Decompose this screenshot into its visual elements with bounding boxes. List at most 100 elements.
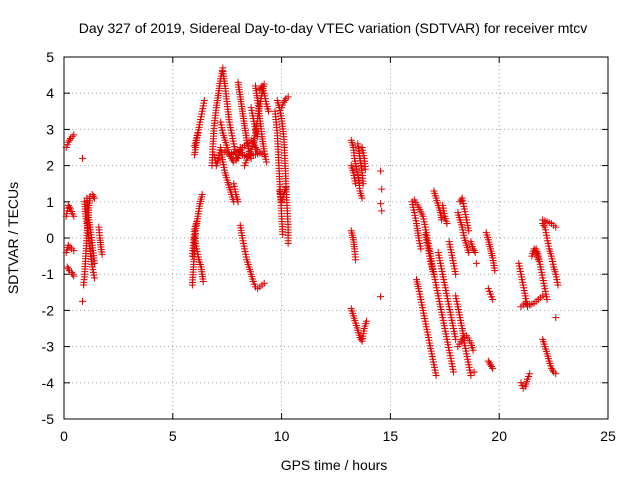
data-point <box>64 241 72 249</box>
data-point <box>64 138 72 146</box>
data-point <box>432 372 440 380</box>
data-point <box>552 223 560 231</box>
data-point <box>251 144 259 151</box>
data-point <box>472 259 480 267</box>
data-point <box>89 192 97 200</box>
x-tick-label: 0 <box>60 428 68 444</box>
data-point <box>359 180 367 188</box>
data-point <box>358 194 366 202</box>
data-point <box>90 259 98 267</box>
data-point <box>88 191 96 199</box>
data-point <box>68 133 76 141</box>
data-point <box>284 93 292 101</box>
data-point <box>78 297 86 305</box>
data-point <box>70 212 78 220</box>
data-point <box>78 154 86 162</box>
data-point <box>253 145 261 153</box>
data-point <box>69 270 77 278</box>
data-point <box>361 165 369 173</box>
data-point <box>279 230 287 238</box>
data-point <box>67 134 75 142</box>
data-point <box>193 218 201 226</box>
data-point <box>377 167 385 175</box>
data-point <box>491 267 499 275</box>
data-point <box>284 239 292 247</box>
x-tick-label: 15 <box>383 428 399 444</box>
chart-title: Day 327 of 2019, Sidereal Day-to-day VTE… <box>79 20 588 36</box>
data-point <box>64 201 72 209</box>
y-axis-label: SDTVAR / TECUs <box>5 182 21 294</box>
data-point <box>90 194 98 202</box>
data-point <box>377 293 385 301</box>
data-point <box>65 203 73 211</box>
data-point <box>265 107 273 115</box>
data-point <box>282 183 290 191</box>
data-point <box>254 133 262 141</box>
data-point <box>526 370 534 378</box>
data-point <box>438 216 446 224</box>
y-tick-label: 5 <box>46 49 54 65</box>
data-point <box>467 372 475 380</box>
data-point <box>256 149 264 157</box>
y-tick-label: -4 <box>42 375 55 391</box>
data-point <box>198 191 206 199</box>
data-points <box>62 64 562 392</box>
data-point <box>443 220 451 228</box>
data-point <box>543 296 551 304</box>
data-point <box>98 250 106 258</box>
data-point <box>489 364 497 372</box>
data-point <box>194 129 202 137</box>
data-point <box>486 361 494 369</box>
data-point <box>70 272 78 280</box>
data-point <box>430 270 438 278</box>
data-point <box>457 196 465 204</box>
data-point <box>260 279 268 287</box>
x-tick-label: 10 <box>274 428 290 444</box>
data-point <box>534 256 542 264</box>
data-point <box>65 136 73 144</box>
data-point <box>552 314 560 322</box>
data-point <box>452 335 460 343</box>
data-point <box>470 368 478 376</box>
data-point <box>530 245 538 253</box>
y-tick-label: 2 <box>46 158 54 174</box>
data-point <box>352 256 360 264</box>
data-point <box>352 180 360 188</box>
data-point <box>70 247 78 255</box>
grid <box>64 57 608 419</box>
y-tick-label: 4 <box>46 85 54 101</box>
y-tick-label: 1 <box>46 194 54 210</box>
data-point <box>465 227 473 235</box>
x-axis-label: GPS time / hours <box>281 457 388 473</box>
data-point <box>68 268 76 276</box>
data-point <box>378 207 386 215</box>
x-tick-label: 20 <box>491 428 507 444</box>
data-point <box>256 86 264 94</box>
data-point <box>531 247 539 255</box>
data-point <box>540 221 548 229</box>
data-point <box>452 270 460 278</box>
y-tick-label: 0 <box>46 230 54 246</box>
axes: 0 5 10 15 20 25 -5 -4 -3 -2 -1 0 1 2 3 4 5 <box>42 49 616 444</box>
data-point <box>485 359 493 367</box>
data-point <box>247 154 255 162</box>
data-point <box>465 248 473 256</box>
data-point <box>234 198 242 206</box>
data-point <box>554 281 562 289</box>
data-point <box>64 265 72 273</box>
data-point <box>66 243 74 251</box>
data-point <box>362 317 370 325</box>
data-point <box>469 346 477 354</box>
y-tick-label: 3 <box>46 121 54 137</box>
data-point <box>549 366 557 374</box>
y-tick-label: -5 <box>42 411 55 427</box>
data-point <box>470 247 478 255</box>
y-tick-label: -3 <box>42 339 55 355</box>
data-point <box>378 185 386 193</box>
data-point <box>238 151 246 159</box>
x-tick-label: 25 <box>600 428 616 444</box>
x-tick-label: 5 <box>169 428 177 444</box>
data-point <box>547 364 555 372</box>
